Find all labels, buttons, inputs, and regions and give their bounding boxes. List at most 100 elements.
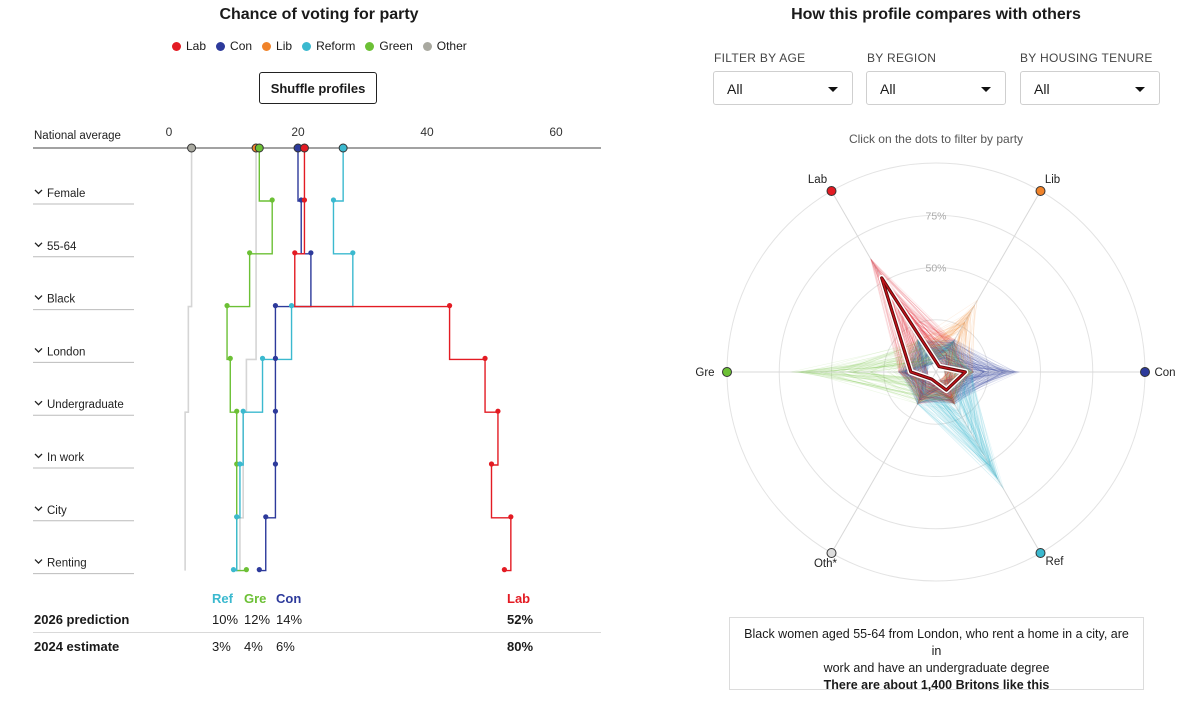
profile-outline: [917, 343, 1008, 404]
profile-outline: [900, 340, 1017, 402]
radar-axis-dot-oth[interactable]: [826, 547, 837, 558]
profile-outline: [898, 307, 969, 399]
chevron-down-icon: [34, 559, 43, 565]
profile-outline: [904, 346, 991, 467]
profile-outline: [924, 340, 962, 416]
data-point-lab: [482, 355, 488, 361]
profile-outline: [922, 348, 985, 401]
region-filter-value: All: [880, 81, 896, 97]
profile-outline: [922, 343, 998, 479]
profile-outline: [907, 321, 966, 402]
profile-outline: [848, 346, 956, 397]
profile-outline: [880, 275, 951, 395]
estimate-lab-value: 80%: [507, 639, 534, 654]
profile-outline: [821, 350, 955, 405]
legend-item-reform[interactable]: Reform: [302, 39, 355, 53]
profile-outline: [902, 345, 1006, 399]
legend-item-other[interactable]: Other: [422, 39, 467, 53]
profile-outline: [902, 322, 965, 402]
profile-outline: [834, 343, 956, 402]
profile-outline: [924, 354, 1016, 393]
radar-axis-dot-lab[interactable]: [826, 186, 837, 197]
avg-point-reform: [338, 143, 348, 153]
profile-outline: [891, 295, 960, 401]
profile-outline: [903, 341, 989, 463]
profile-outline: [921, 342, 993, 470]
profile-outline: [914, 335, 954, 403]
profile-outline: [917, 340, 982, 451]
prediction-ref-value: 10%: [212, 612, 239, 627]
profile-outline: [925, 353, 974, 429]
profile-outline: [921, 347, 977, 442]
row-label-undergraduate: Undergraduate: [47, 399, 124, 411]
profile-outline: [904, 352, 975, 401]
profile-outline: [913, 333, 949, 394]
lib-dot-icon: [262, 41, 272, 51]
legend-item-lib[interactable]: Lib: [262, 39, 292, 53]
profile-outline: [901, 345, 963, 419]
age-filter-select[interactable]: All: [713, 71, 853, 105]
radar-axis-dot-gre[interactable]: [722, 367, 732, 377]
profile-outline: [904, 353, 988, 391]
profile-outline: [906, 321, 965, 395]
legend-item-con[interactable]: Con: [216, 39, 252, 53]
party-legend: Lab Con Lib Reform Green Other: [172, 39, 467, 53]
profile-outline: [917, 340, 985, 457]
estimate-con-value: 6%: [276, 639, 295, 654]
estimate-row-label: 2024 estimate: [34, 639, 120, 654]
profile-outline: [905, 361, 997, 404]
profile-outline: [924, 342, 979, 446]
profile-outline: [906, 358, 991, 467]
profile-outline: [853, 349, 961, 398]
profile-outline: [869, 352, 950, 395]
profile-outline: [899, 362, 988, 404]
profile-outline: [911, 328, 955, 404]
profile-outline: [920, 345, 1011, 397]
profile-summary: Black women aged 55-64 from London, who …: [729, 617, 1144, 692]
profile-outline: [906, 343, 974, 434]
profile-outline: [918, 341, 975, 391]
profile-outline: [922, 350, 999, 480]
radar-axis-dot-con[interactable]: [1140, 367, 1150, 377]
profile-outline: [902, 314, 966, 391]
profile-outline: [837, 342, 966, 401]
profile-outline: [919, 341, 1007, 401]
region-filter-select[interactable]: All: [866, 71, 1006, 105]
profile-outline: [813, 343, 960, 403]
profile-outline: [892, 297, 959, 403]
profile-outline: [921, 348, 984, 454]
estimate-gre-value: 4%: [244, 639, 263, 654]
profile-outline: [899, 348, 1010, 382]
right-chart-title: How this profile compares with others: [791, 6, 1081, 23]
ring-label: 50%: [925, 263, 946, 275]
legend-item-lab[interactable]: Lab: [172, 39, 206, 53]
profile-outline: [915, 335, 968, 404]
profile-outline: [917, 339, 997, 399]
profile-outline: [892, 343, 956, 384]
table-divider: [33, 632, 601, 633]
radar-axis-dot-ref[interactable]: [1035, 547, 1046, 558]
profile-outline: [897, 357, 978, 394]
tenure-filter-select[interactable]: All: [1020, 71, 1160, 105]
radar-axis-dot-lib[interactable]: [1035, 186, 1046, 197]
profile-outline: [906, 348, 1005, 490]
shuffle-profiles-button[interactable]: Shuffle profiles: [259, 72, 377, 104]
profile-outline: [920, 345, 984, 399]
row-label-national-average: National average: [34, 130, 121, 142]
radar-axis-label-con: Con: [1154, 367, 1175, 379]
profile-outline: [918, 343, 990, 403]
prediction-gre-value: 12%: [244, 612, 271, 627]
data-point-green: [247, 250, 253, 256]
profile-outline: [917, 340, 977, 402]
radar-axis-label-lib: Lib: [1045, 174, 1060, 186]
data-point-reform: [240, 408, 246, 414]
profile-outline: [922, 349, 1007, 396]
profile-outline: [902, 338, 960, 398]
profile-outline: [900, 342, 961, 415]
series-line-other: [184, 148, 193, 571]
data-point-lab: [488, 461, 495, 467]
profile-outline: [905, 319, 952, 399]
profile-outline: [900, 346, 996, 476]
tenure-filter-label: BY HOUSING TENURE: [1020, 51, 1153, 65]
legend-item-green[interactable]: Green: [365, 39, 413, 53]
